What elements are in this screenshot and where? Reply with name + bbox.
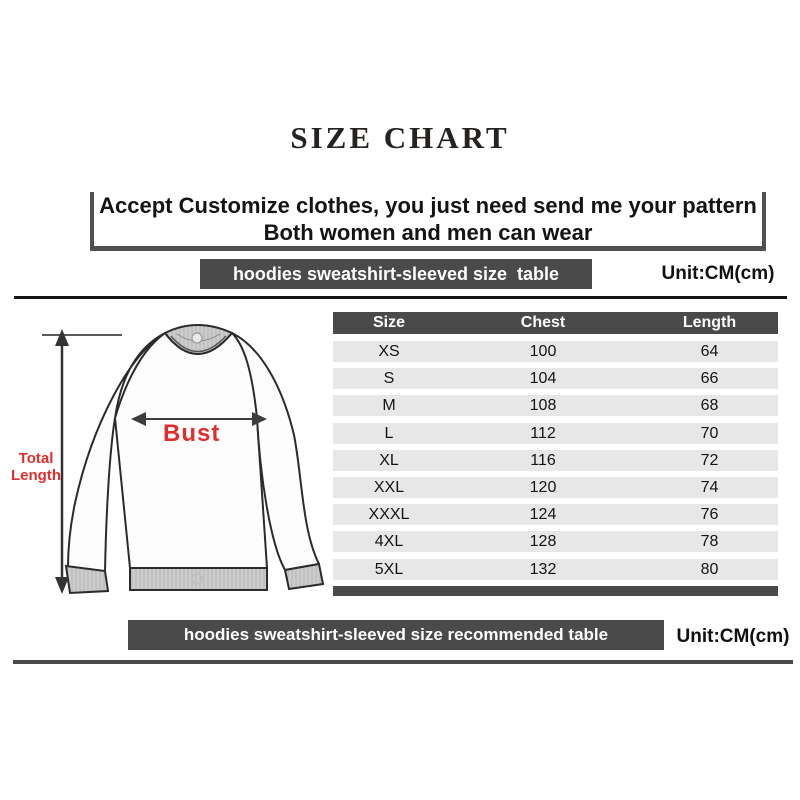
table-row: XS 100 64 [333, 341, 778, 362]
cell-chest: 116 [530, 451, 556, 469]
sweatshirt-diagram [42, 324, 325, 595]
total-length-label: Total Length [11, 450, 61, 484]
table-title-bar: hoodies sweatshirt-sleeved size table [200, 259, 592, 289]
cell-size: 5XL [374, 560, 404, 578]
cell-length: 80 [700, 560, 719, 578]
table-row: XXL 120 74 [333, 476, 778, 498]
cell-length: 66 [700, 370, 719, 388]
cell-chest: 100 [529, 343, 557, 360]
cell-size: XS [378, 343, 400, 360]
cell-length: 70 [700, 424, 719, 442]
table-row: 5XL 132 80 [333, 558, 778, 580]
cell-chest: 132 [529, 560, 557, 578]
table-row: XL 116 72 [333, 449, 778, 471]
size-table: Size Chest Length XS 100 64 S 104 66 M 1… [333, 312, 778, 596]
notice-line-1: Accept Customize clothes, you just need … [99, 193, 757, 218]
table-row: M 108 68 [333, 395, 778, 417]
table-row: L 112 70 [333, 422, 778, 444]
column-header-size: Size [372, 314, 405, 331]
unit-label-bottom: Unit:CM(cm) [676, 626, 790, 647]
divider-top [14, 296, 787, 299]
cell-length: 76 [700, 506, 719, 524]
notice-box: Accept Customize clothes, you just need … [90, 192, 766, 251]
divider-bottom [13, 660, 793, 664]
cell-size: L [384, 424, 394, 442]
table-footer-bar [333, 585, 778, 596]
table-row: XXXL 124 76 [333, 504, 778, 526]
table-row: 4XL 128 78 [333, 531, 778, 553]
cell-size: XXXL [368, 506, 410, 524]
recommended-table-title-bar: hoodies sweatshirt-sleeved size recommen… [128, 620, 664, 650]
cell-size: 4XL [374, 533, 404, 551]
unit-label-top: Unit:CM(cm) [661, 263, 775, 284]
size-table-header: Size Chest Length [333, 312, 778, 334]
cell-chest: 128 [529, 533, 557, 551]
cell-chest: 112 [530, 424, 556, 442]
total-length-arrow [42, 329, 122, 594]
cell-length: 72 [700, 451, 719, 469]
column-header-chest: Chest [520, 314, 566, 331]
table-row: S 104 66 [333, 368, 778, 390]
cell-size: XL [379, 451, 399, 469]
notice-line-2: Both women and men can wear [263, 220, 593, 245]
cell-size: S [383, 370, 395, 388]
cell-chest: 108 [529, 397, 557, 415]
cell-size: XXL [373, 478, 405, 496]
bust-label: Bust [163, 420, 221, 447]
cell-length: 78 [700, 533, 719, 551]
page-title: SIZE CHART [290, 120, 510, 155]
cell-length: 74 [700, 478, 719, 496]
cell-size: M [382, 397, 396, 415]
sweatshirt-body [64, 324, 325, 595]
cell-length: 68 [700, 397, 719, 415]
cell-chest: 104 [529, 370, 557, 388]
cell-chest: 124 [529, 506, 557, 524]
cell-chest: 120 [529, 478, 557, 496]
column-header-length: Length [682, 314, 737, 331]
bust-arrow [131, 412, 267, 426]
cell-length: 64 [700, 343, 719, 360]
